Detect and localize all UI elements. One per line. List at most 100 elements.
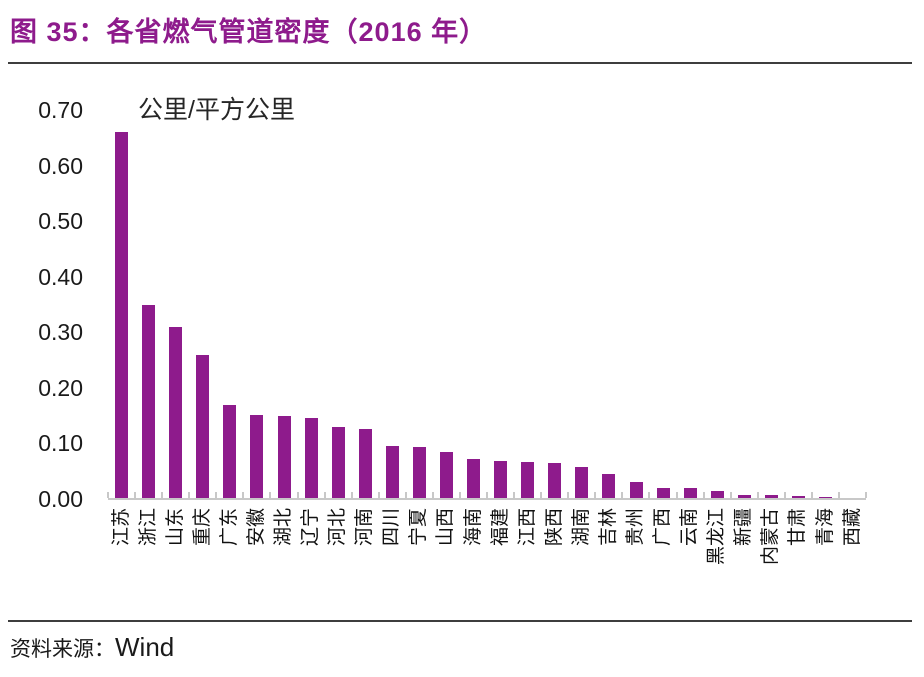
bar-slot	[514, 110, 541, 499]
bar-slot	[243, 110, 270, 499]
x-axis-label-slot: 西藏	[839, 508, 866, 618]
x-axis-label-slot: 安徽	[243, 508, 270, 618]
bar-slot	[704, 110, 731, 499]
bar	[385, 446, 399, 499]
source-note: 资料来源：Wind	[10, 632, 174, 663]
x-axis-label-slot: 宁夏	[406, 508, 433, 618]
x-axis-tick	[865, 492, 867, 498]
bar	[196, 354, 210, 499]
x-axis-label: 江西	[516, 508, 538, 547]
x-axis-label: 湖北	[273, 508, 294, 547]
title-divider	[8, 62, 912, 64]
x-axis-tick	[269, 492, 272, 498]
bar	[142, 304, 156, 499]
bar-slot	[812, 110, 839, 499]
bar-slot	[162, 110, 189, 499]
x-axis-tick	[783, 492, 786, 498]
x-axis-tick	[810, 492, 813, 498]
bar-slot	[731, 110, 758, 499]
x-axis-label-slot: 福建	[487, 508, 514, 618]
x-axis-tick	[648, 492, 651, 498]
y-axis-label: 0.30	[38, 319, 83, 346]
bar	[791, 496, 805, 499]
bar-slot	[595, 110, 622, 499]
bar-slot	[460, 110, 487, 499]
bar	[412, 446, 426, 499]
x-axis-label-slot: 陕西	[541, 508, 568, 618]
x-axis-label: 甘肃	[787, 508, 809, 547]
bar-slot	[135, 110, 162, 499]
plot-area	[108, 110, 866, 499]
x-axis-label-slot: 黑龙江	[704, 508, 731, 618]
x-axis-ticks	[107, 492, 867, 498]
x-axis-tick	[242, 492, 245, 498]
bar	[575, 466, 589, 499]
x-axis-tick	[675, 492, 678, 498]
x-axis-tick	[350, 492, 353, 498]
x-axis-tick	[702, 492, 705, 498]
y-axis-unit-label: 公里/平方公里	[138, 96, 295, 124]
x-axis-tick	[431, 492, 434, 498]
x-axis-label-slot: 贵州	[622, 508, 649, 618]
y-axis-label: 0.60	[38, 152, 83, 179]
x-axis-tick	[134, 492, 137, 498]
x-axis-label: 青海	[814, 508, 836, 547]
bar-slot	[758, 110, 785, 499]
x-axis-tick	[594, 492, 597, 498]
y-axis-label: 0.50	[38, 208, 83, 235]
bar	[548, 463, 562, 499]
bar	[169, 326, 183, 499]
bar	[656, 487, 670, 499]
x-axis-label: 重庆	[191, 508, 213, 547]
x-axis-label-slot: 湖南	[568, 508, 595, 618]
x-axis-label: 贵州	[625, 508, 647, 547]
x-axis-labels: 江苏 浙江 山东 重庆 广东 安徽 湖北 辽宁 河北 河南 四川 宁夏 山西 海南 福建 江西 陕西 湖南 吉林 贵州…	[108, 508, 866, 618]
x-axis-tick	[296, 492, 299, 498]
x-axis-label-slot: 湖北	[270, 508, 297, 618]
bar-chart: 公里/平方公里 0.00 0.10 0.20 0.30 0.40 0.50 0.60 0.70…	[0, 75, 924, 620]
y-axis-label: 0.70	[38, 97, 83, 123]
y-axis-label: 0.00	[38, 486, 83, 512]
x-axis-tick	[513, 492, 516, 498]
y-axis-label: 0.10	[38, 430, 83, 457]
x-axis-tick	[540, 492, 543, 498]
bar	[764, 495, 778, 499]
bar-slot	[487, 110, 514, 499]
x-axis-label: 江苏	[110, 508, 132, 547]
bar	[710, 490, 724, 499]
x-axis-label-slot: 浙江	[135, 508, 162, 618]
bar	[331, 426, 345, 499]
x-axis-label: 辽宁	[300, 508, 322, 547]
x-axis-label-slot: 江苏	[108, 508, 135, 618]
x-axis-label: 湖南	[570, 508, 592, 547]
bar-slot	[433, 110, 460, 499]
x-axis-label-slot: 山东	[162, 508, 189, 618]
bar	[521, 462, 535, 499]
bar	[358, 428, 372, 499]
bar-series	[108, 110, 866, 499]
bar	[683, 488, 697, 499]
bar	[819, 496, 833, 499]
figure-title: 图 35：各省燃气管道密度（2016 年）	[10, 17, 488, 47]
x-axis-label: 广西	[652, 508, 674, 547]
x-axis-tick	[107, 492, 109, 498]
x-axis-label: 云南	[679, 508, 701, 547]
x-axis-tick	[729, 492, 732, 498]
bar-slot	[541, 110, 568, 499]
y-axis-label: 0.40	[38, 263, 83, 290]
x-axis-label-slot: 广西	[650, 508, 677, 618]
bar	[467, 459, 481, 499]
x-axis-label-slot: 河南	[352, 508, 379, 618]
x-axis-label: 四川	[381, 508, 403, 547]
bar	[115, 132, 129, 499]
bar	[304, 417, 318, 499]
bar	[250, 414, 264, 499]
bar-slot	[677, 110, 704, 499]
x-axis-tick	[323, 492, 326, 498]
x-axis-label: 宁夏	[408, 508, 430, 547]
x-axis-label: 内蒙古	[760, 508, 782, 566]
bar	[439, 452, 453, 499]
footer-divider	[8, 620, 912, 622]
x-axis-label: 安徽	[245, 508, 267, 547]
x-axis-label-slot: 吉林	[595, 508, 622, 618]
